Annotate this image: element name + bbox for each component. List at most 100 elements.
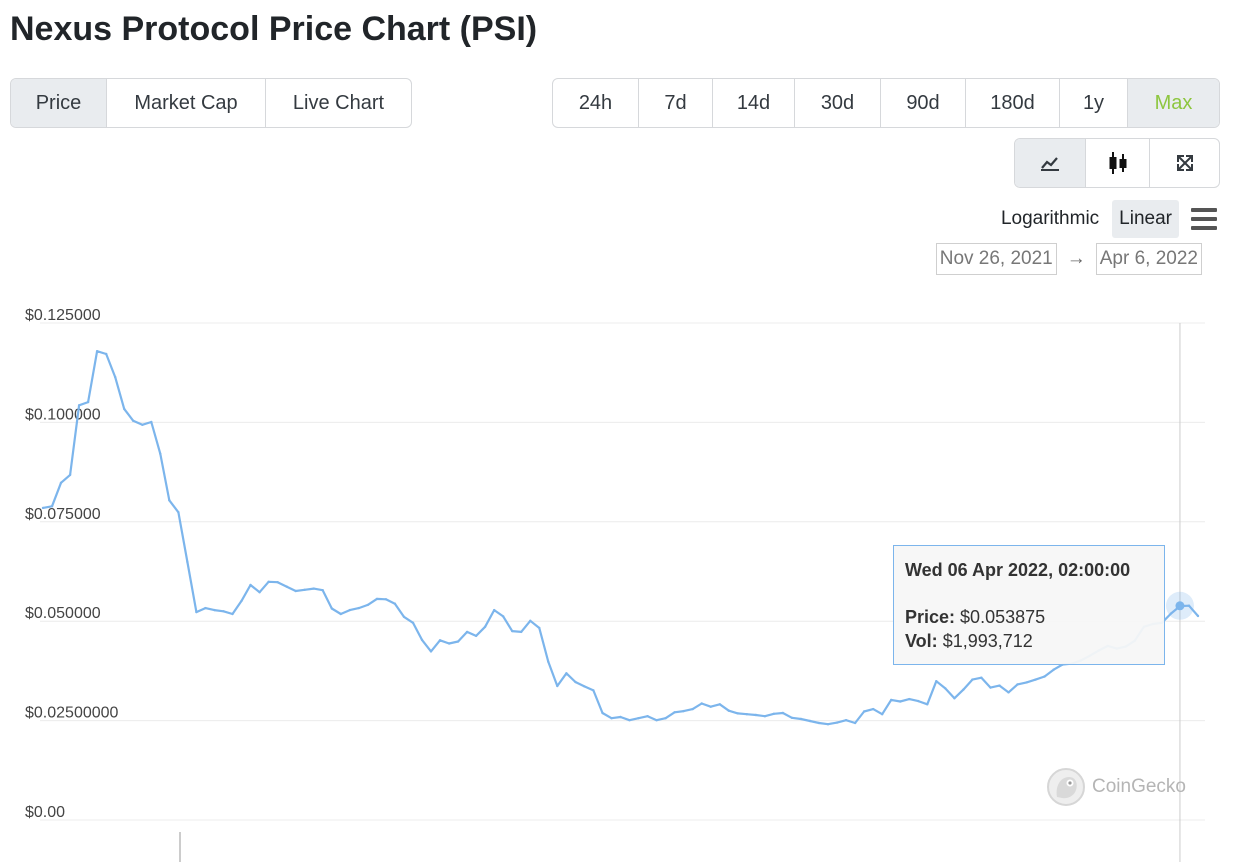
data-point[interactable] xyxy=(411,621,415,624)
data-point[interactable] xyxy=(240,599,243,603)
data-point[interactable] xyxy=(375,597,379,601)
data-point[interactable] xyxy=(853,721,857,725)
data-point[interactable] xyxy=(826,723,830,726)
data-point[interactable] xyxy=(583,685,586,688)
data-point[interactable] xyxy=(637,717,640,720)
data-point[interactable] xyxy=(908,697,911,701)
date-to-input[interactable]: Apr 6, 2022 xyxy=(1095,243,1202,275)
logarithmic-scale-option[interactable]: Logarithmic xyxy=(1000,208,1100,229)
data-point[interactable] xyxy=(538,626,541,630)
data-point[interactable] xyxy=(420,638,424,642)
data-point[interactable] xyxy=(68,473,72,477)
data-point[interactable] xyxy=(592,689,595,692)
range-1y-button[interactable]: 1y xyxy=(1060,79,1128,127)
data-point[interactable] xyxy=(520,630,523,634)
data-point[interactable] xyxy=(267,580,270,583)
data-point[interactable] xyxy=(186,560,189,564)
candlestick-chart-button[interactable] xyxy=(1086,139,1150,187)
range-14d-button[interactable]: 14d xyxy=(713,79,795,127)
data-point[interactable] xyxy=(781,711,785,715)
data-point[interactable] xyxy=(366,603,369,607)
data-point[interactable] xyxy=(899,700,902,703)
data-point[interactable] xyxy=(1043,675,1046,678)
data-point[interactable] xyxy=(1169,612,1173,615)
data-point[interactable] xyxy=(195,610,198,614)
date-from-input[interactable]: Nov 26, 2021 xyxy=(935,243,1057,275)
tab-live-chart[interactable]: Live Chart xyxy=(292,91,385,114)
data-point[interactable] xyxy=(474,634,478,638)
data-point[interactable] xyxy=(655,719,658,722)
data-point[interactable] xyxy=(447,642,451,645)
data-point[interactable] xyxy=(619,715,622,719)
tab-market-cap[interactable]: Market Cap xyxy=(107,79,266,127)
data-point[interactable] xyxy=(59,481,63,484)
data-point[interactable] xyxy=(483,625,487,628)
data-point[interactable] xyxy=(926,703,929,706)
data-point[interactable] xyxy=(41,506,45,510)
data-point[interactable] xyxy=(700,702,703,705)
range-max-button[interactable]: Max xyxy=(1128,79,1219,127)
data-point[interactable] xyxy=(673,711,676,714)
data-point[interactable] xyxy=(718,703,721,706)
data-point[interactable] xyxy=(754,713,758,717)
data-point[interactable] xyxy=(150,420,153,424)
range-7d-button[interactable]: 7d xyxy=(639,79,713,127)
data-point[interactable] xyxy=(285,585,288,588)
range-30d-button[interactable]: 30d xyxy=(795,79,881,127)
data-point[interactable] xyxy=(574,680,577,684)
data-point[interactable] xyxy=(204,606,207,610)
data-point[interactable] xyxy=(1016,683,1019,686)
data-point[interactable] xyxy=(881,713,884,716)
data-point[interactable] xyxy=(727,709,730,712)
data-point[interactable] xyxy=(222,610,225,613)
data-point[interactable] xyxy=(393,602,397,605)
fullscreen-button[interactable] xyxy=(1150,139,1219,187)
data-point[interactable] xyxy=(123,407,126,411)
data-point[interactable] xyxy=(330,607,333,610)
data-point[interactable] xyxy=(844,719,848,722)
data-point[interactable] xyxy=(493,608,496,612)
data-point[interactable] xyxy=(276,581,279,584)
data-point[interactable] xyxy=(1007,691,1010,694)
data-point[interactable] xyxy=(159,452,162,455)
data-point[interactable] xyxy=(1025,681,1028,684)
data-point[interactable] xyxy=(438,639,442,642)
linear-scale-option[interactable]: Linear xyxy=(1112,200,1179,238)
data-point[interactable] xyxy=(808,719,812,723)
data-point[interactable] xyxy=(745,713,748,716)
data-point[interactable] xyxy=(664,717,667,720)
data-point[interactable] xyxy=(772,712,776,715)
data-point[interactable] xyxy=(935,680,938,683)
data-point[interactable] xyxy=(1034,678,1037,681)
data-point[interactable] xyxy=(736,712,739,715)
data-point[interactable] xyxy=(502,615,505,618)
data-point[interactable] xyxy=(610,717,613,720)
data-point[interactable] xyxy=(50,505,54,508)
data-point[interactable] xyxy=(862,710,866,713)
data-point[interactable] xyxy=(835,721,839,724)
data-point[interactable] xyxy=(511,629,514,633)
data-point[interactable] xyxy=(691,707,694,711)
line-chart-button[interactable] xyxy=(1015,139,1086,187)
data-point[interactable] xyxy=(980,676,983,679)
data-point[interactable] xyxy=(917,699,920,703)
data-point[interactable] xyxy=(348,608,351,612)
data-point[interactable] xyxy=(962,688,965,691)
data-point[interactable] xyxy=(321,589,324,592)
data-point[interactable] xyxy=(709,705,712,708)
data-point[interactable] xyxy=(105,352,108,356)
data-point[interactable] xyxy=(817,721,821,725)
data-point[interactable] xyxy=(953,697,956,700)
data-point[interactable] xyxy=(258,591,261,594)
data-point[interactable] xyxy=(77,404,81,407)
data-point[interactable] xyxy=(141,423,144,426)
data-point[interactable] xyxy=(303,588,306,591)
data-point[interactable] xyxy=(944,687,947,690)
data-point[interactable] xyxy=(168,499,171,502)
data-point[interactable] xyxy=(763,715,767,718)
data-point[interactable] xyxy=(114,375,117,379)
range-24h-button[interactable]: 24h xyxy=(553,79,639,127)
data-point[interactable] xyxy=(1052,668,1055,671)
data-point[interactable] xyxy=(890,698,893,702)
data-point[interactable] xyxy=(357,606,360,610)
